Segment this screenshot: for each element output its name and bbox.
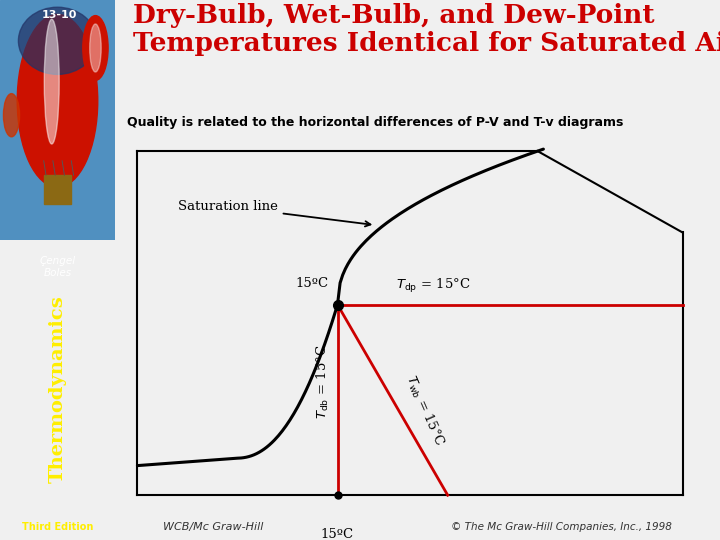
Text: Çengel
Boles: Çengel Boles <box>40 256 76 278</box>
Bar <box>44 175 71 204</box>
Text: Saturation line: Saturation line <box>178 200 371 226</box>
Ellipse shape <box>4 93 19 137</box>
Text: Thermodynamics: Thermodynamics <box>48 295 66 483</box>
Ellipse shape <box>83 16 108 80</box>
Text: WCB/Mc Graw-Hill: WCB/Mc Graw-Hill <box>163 522 264 532</box>
Ellipse shape <box>19 7 96 75</box>
Text: Quality is related to the horizontal differences of P-V and T-v diagrams: Quality is related to the horizontal dif… <box>127 116 624 129</box>
Text: © The Mc Graw-Hill Companies, Inc., 1998: © The Mc Graw-Hill Companies, Inc., 1998 <box>451 522 672 532</box>
Text: Dry-Bulb, Wet-Bulb, and Dew-Point
Temperatures Identical for Saturated Air: Dry-Bulb, Wet-Bulb, and Dew-Point Temper… <box>133 3 720 56</box>
Ellipse shape <box>17 15 98 187</box>
Text: 13-10: 13-10 <box>42 10 78 19</box>
Text: $T_\mathrm{wb}$ = 15°C: $T_\mathrm{wb}$ = 15°C <box>402 373 447 449</box>
Text: $T_\mathrm{db}$ = 15°C: $T_\mathrm{db}$ = 15°C <box>315 344 331 418</box>
Text: 15ºC: 15ºC <box>296 277 329 290</box>
Text: $T_\mathrm{dp}$ = 15°C: $T_\mathrm{dp}$ = 15°C <box>395 278 470 295</box>
Ellipse shape <box>90 24 102 72</box>
Ellipse shape <box>44 19 59 144</box>
Text: 15ºC: 15ºC <box>321 529 354 540</box>
Text: Third Edition: Third Edition <box>22 522 93 532</box>
